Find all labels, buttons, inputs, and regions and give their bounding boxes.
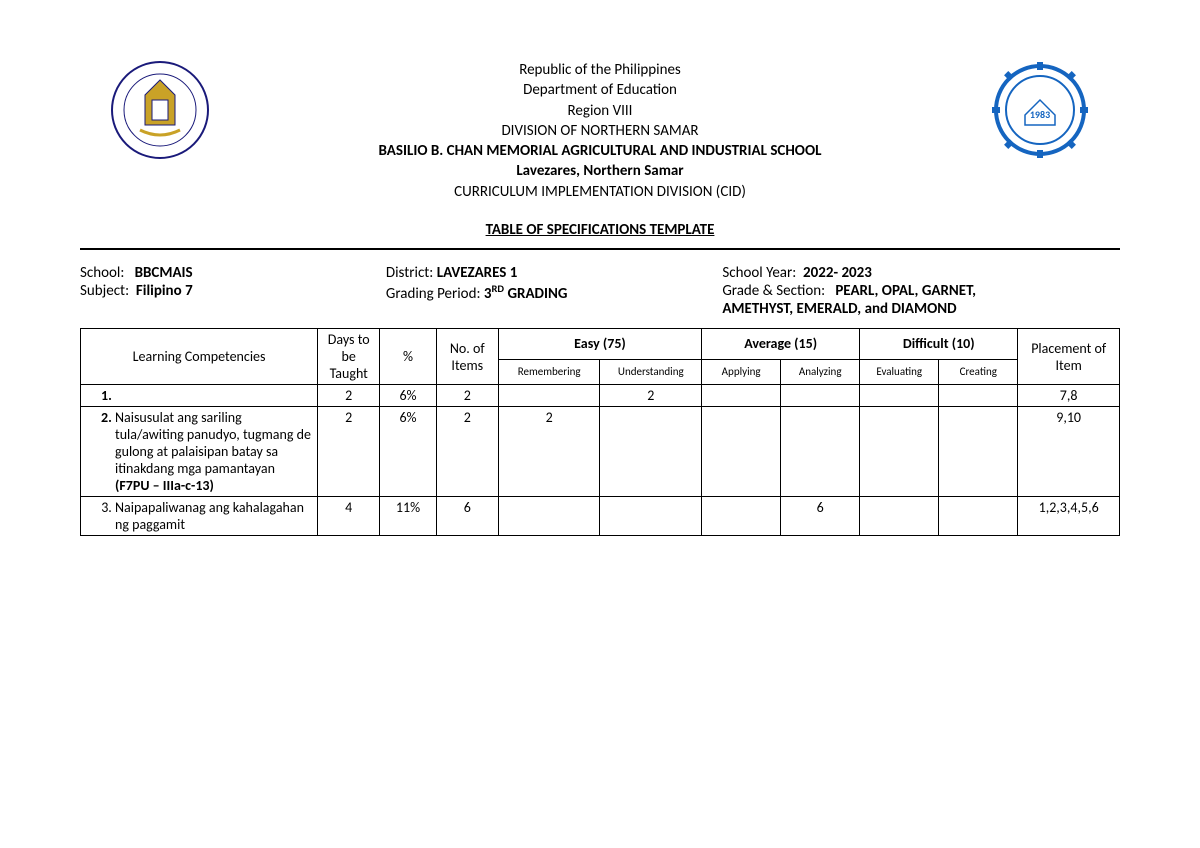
hdr-republic: Republic of the Philippines [80,60,1120,80]
district-label: District: [386,264,433,282]
cell-evaluating [860,407,939,497]
cell-remembering [498,497,600,536]
hdr-division: DIVISION OF NORTHERN SAMAR [80,121,1120,141]
cell-placement: 7,8 [1018,385,1120,407]
district-value: LAVEZARES 1 [437,264,518,282]
cell-days: 2 [318,407,380,497]
table-row: 26%227,8 [81,385,1120,407]
th-percent: % [380,329,436,385]
th-remembering: Remembering [498,359,600,384]
cell-remembering [498,385,600,407]
cell-days: 4 [318,497,380,536]
meta-col-right: School Year: 2022- 2023 Grade & Section:… [722,264,1120,318]
cell-applying [702,407,781,497]
cell-placement: 9,10 [1018,407,1120,497]
cell-pct: 6% [380,385,436,407]
th-applying: Applying [702,359,781,384]
hdr-region: Region VIII [80,101,1120,121]
cell-placement: 1,2,3,4,5,6 [1018,497,1120,536]
th-items: No. of Items [436,329,498,385]
th-easy: Easy (75) [498,329,701,360]
meta-col-left: School: BBCMAIS Subject: Filipino 7 [80,264,386,318]
th-average: Average (15) [702,329,860,360]
meta-col-mid: District: LAVEZARES 1 Grading Period: 3R… [386,264,722,318]
tos-table-head: Learning Competencies Days to be Taught … [81,329,1120,385]
cell-items: 2 [436,385,498,407]
th-creating: Creating [939,359,1018,384]
document-title: TABLE OF SPECIFICATIONS TEMPLATE [80,220,1120,240]
lc-item [115,387,311,404]
school-seal-icon: 1983 [990,60,1090,160]
cell-pct: 6% [380,407,436,497]
cell-applying [702,385,781,407]
hdr-cid: CURRICULUM IMPLEMENTATION DIVISION (CID) [80,182,1120,202]
lc-item: Naisusulat ang sariling tula/awiting pan… [115,409,311,494]
grading-value: 3RD GRADING [484,285,568,303]
cell-learning-competency: Naipapaliwanag ang kahalagahan ng paggam… [81,497,318,536]
table-row: Naipapaliwanag ang kahalagahan ng paggam… [81,497,1120,536]
svg-text:1983: 1983 [1030,108,1050,121]
school-label: School: [80,264,124,282]
th-learning-competencies: Learning Competencies [81,329,318,385]
cell-items: 6 [436,497,498,536]
cell-items: 2 [436,407,498,497]
cell-creating [939,407,1018,497]
grade-value-1: PEARL, OPAL, GARNET, [835,282,976,300]
cell-applying [702,497,781,536]
th-difficult: Difficult (10) [860,329,1018,360]
cell-pct: 11% [380,497,436,536]
cell-understanding [600,497,702,536]
school-seal-logo: 1983 [990,60,1090,160]
th-analyzing: Analyzing [781,359,860,384]
cell-creating [939,385,1018,407]
subject-value: Filipino 7 [136,282,193,300]
school-value: BBCMAIS [135,264,193,282]
lc-item: Naipapaliwanag ang kahalagahan ng paggam… [115,499,311,533]
deped-seal-icon [110,60,210,160]
th-evaluating: Evaluating [860,359,939,384]
cell-analyzing [781,407,860,497]
cell-evaluating [860,497,939,536]
year-value: 2022- 2023 [803,264,872,282]
hdr-school: BASILIO B. CHAN MEMORIAL AGRICULTURAL AN… [80,141,1120,161]
cell-creating [939,497,1018,536]
cell-understanding [600,407,702,497]
cell-evaluating [860,385,939,407]
tos-table-body: 26%227,8Naisusulat ang sariling tula/awi… [81,385,1120,536]
document-header: 1983 Republic of the Philippines Departm… [80,60,1120,240]
th-understanding: Understanding [600,359,702,384]
cell-days: 2 [318,385,380,407]
hdr-address: Lavezares, Northern Samar [80,161,1120,181]
deped-seal-logo [110,60,210,160]
table-row: Naisusulat ang sariling tula/awiting pan… [81,407,1120,497]
tos-table: Learning Competencies Days to be Taught … [80,328,1120,536]
th-placement: Placement of Item [1018,329,1120,385]
grading-label: Grading Period: [386,285,481,303]
grade-value-2: AMETHYST, EMERALD, and DIAMOND [722,300,1120,318]
cell-analyzing [781,385,860,407]
year-label: School Year: [722,264,796,282]
cell-learning-competency: Naisusulat ang sariling tula/awiting pan… [81,407,318,497]
grade-label: Grade & Section: [722,282,825,300]
th-days: Days to be Taught [318,329,380,385]
title-rule [80,248,1120,250]
cell-remembering: 2 [498,407,600,497]
subject-label: Subject: [80,282,129,300]
cell-learning-competency [81,385,318,407]
hdr-dept: Department of Education [80,80,1120,100]
cell-analyzing: 6 [781,497,860,536]
cell-understanding: 2 [600,385,702,407]
meta-block: School: BBCMAIS Subject: Filipino 7 Dist… [80,264,1120,318]
